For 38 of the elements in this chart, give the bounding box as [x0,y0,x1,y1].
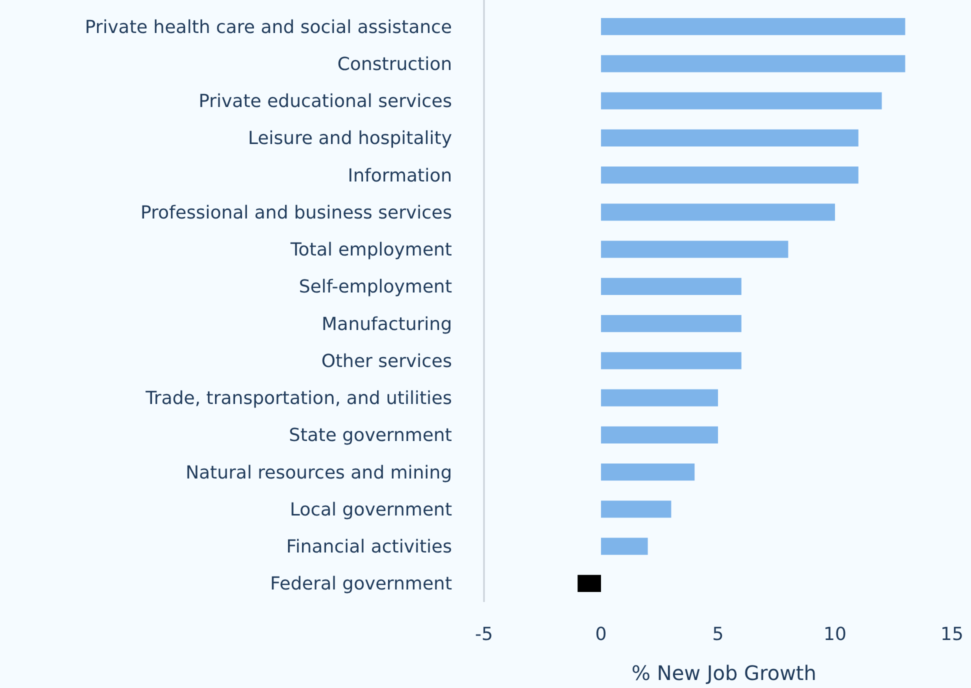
y-tick-label: Total employment [289,240,452,261]
y-tick-label: Federal government [270,574,452,595]
bar [601,538,648,555]
x-tick-label: 10 [824,624,846,645]
x-tick-label: -5 [475,624,493,645]
y-tick-label: Other services [321,350,452,372]
bar [601,18,906,36]
y-tick-label: Information [348,165,452,186]
y-tick-label: Financial activities [286,536,452,558]
x-tick-label: 15 [940,624,964,645]
bar [578,574,601,592]
y-tick-label: Self-employment [298,276,452,298]
bar [601,500,672,518]
bar [601,166,858,184]
bar [601,426,718,444]
bar [601,464,695,481]
y-tick-label: Natural resources and mining [186,462,452,484]
y-tick-label: Professional and business services [140,202,452,224]
bar [601,278,742,295]
y-tick-label: Construction [337,54,452,75]
bar [601,389,718,406]
bar [601,352,742,370]
bar [601,92,882,110]
x-axis-title: % New Job Growth [632,661,816,685]
y-tick-label: Private educational services [198,91,452,112]
y-tick-label: Trade, transportation, and utilities [144,388,452,410]
y-tick-label: Leisure and hospitality [248,128,452,150]
y-tick-label: Local government [290,499,452,520]
y-tick-label: State government [288,425,452,446]
bar [601,55,906,72]
x-tick-label: 0 [595,624,607,645]
y-tick-label: Private health care and social assistance [84,16,452,38]
bar [601,129,858,146]
y-tick-label: Manufacturing [322,314,452,335]
bar [601,315,742,332]
bar [601,240,788,258]
x-tick-label: 5 [712,624,724,645]
bar [601,204,835,221]
